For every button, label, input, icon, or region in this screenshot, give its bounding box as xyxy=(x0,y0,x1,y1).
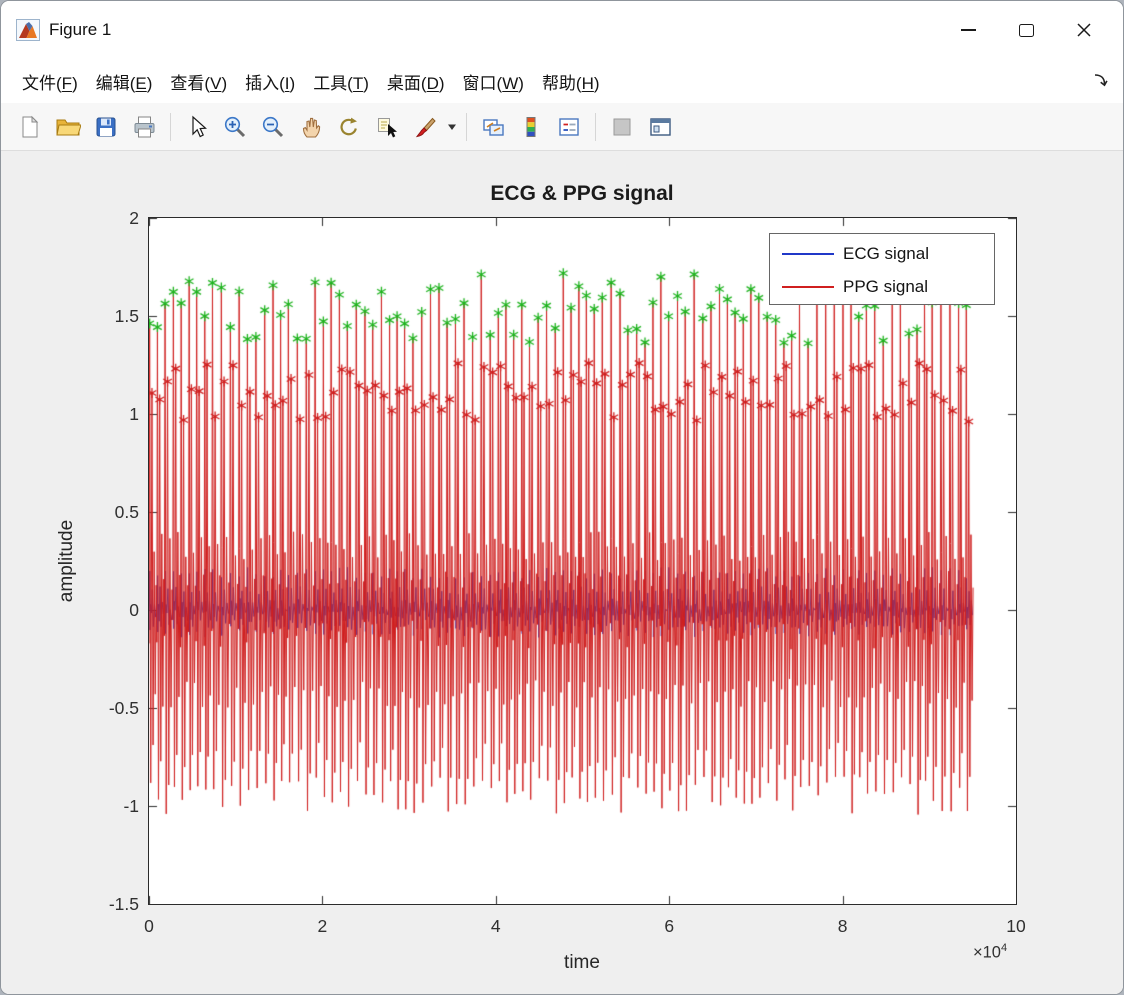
matlab-figure-icon xyxy=(15,18,41,42)
minimize-icon xyxy=(960,29,976,31)
zoom-out-icon xyxy=(262,116,284,137)
title-bar: Figure 1 xyxy=(1,1,1123,59)
menu-item-V[interactable]: 查看(V) xyxy=(170,73,228,93)
toolbar-separator xyxy=(466,112,467,141)
minimize-button[interactable] xyxy=(939,8,997,52)
legend-icon xyxy=(559,117,579,136)
y-tick-label: 0.5 xyxy=(114,502,139,522)
save-figure-button[interactable] xyxy=(87,107,125,147)
menu-item-E[interactable]: 编辑(E) xyxy=(95,73,153,93)
menu-item-F[interactable]: 文件(F) xyxy=(22,73,78,93)
legend-line-sample xyxy=(782,252,834,255)
x-axis-exponent: ×104 xyxy=(973,942,1008,962)
hand-icon xyxy=(302,117,321,138)
axes[interactable] xyxy=(148,217,1017,905)
maximize-button[interactable] xyxy=(997,8,1055,52)
link-plot-button[interactable] xyxy=(474,107,512,147)
open-folder-icon xyxy=(56,119,81,135)
plot-title: ECG & PPG signal xyxy=(490,182,674,205)
zoom-in-button[interactable] xyxy=(216,107,254,147)
cursor-arrow-icon xyxy=(192,115,207,137)
menu-item-W[interactable]: 窗口(W) xyxy=(462,73,524,93)
new-figure-button[interactable] xyxy=(11,107,49,147)
show-plot-tools-dock-button[interactable] xyxy=(641,107,679,147)
maximize-icon xyxy=(1018,23,1034,37)
zoom-in-icon xyxy=(224,116,246,137)
x-tick-label: 2 xyxy=(317,916,328,936)
legend-entry: ECG signal xyxy=(770,237,994,270)
menu-item-T[interactable]: 工具(T) xyxy=(313,73,369,93)
y-tick-label: -1 xyxy=(123,796,139,816)
menu-item-H[interactable]: 帮助(H) xyxy=(541,73,600,93)
show-plot-tools-icon xyxy=(649,117,671,136)
y-tick-label: -0.5 xyxy=(108,698,139,718)
save-icon xyxy=(96,117,116,136)
x-tick-label: 8 xyxy=(837,916,848,936)
y-tick-label: 0 xyxy=(129,600,139,620)
y-tick-label: -1.5 xyxy=(108,894,139,914)
print-figure-button[interactable] xyxy=(125,107,163,147)
link-plot-icon xyxy=(482,118,504,136)
menu-item-I[interactable]: 插入(I) xyxy=(245,73,296,93)
data-cursor-button[interactable] xyxy=(368,107,406,147)
legend-label: ECG signal xyxy=(843,243,929,263)
rotate-3d-button[interactable] xyxy=(330,107,368,147)
brush-data-button[interactable] xyxy=(406,107,444,147)
x-axis-label: time xyxy=(564,952,600,973)
y-tick-label: 1.5 xyxy=(114,306,139,326)
legend-line-sample xyxy=(782,285,834,288)
dock-arrow-icon[interactable] xyxy=(1092,71,1109,93)
y-axis-label: amplitude xyxy=(56,519,77,603)
hide-plot-tools-button[interactable] xyxy=(603,107,641,147)
printer-icon xyxy=(134,116,154,137)
brush-dropdown-button[interactable] xyxy=(444,107,459,147)
legend-entry: PPG signal xyxy=(770,270,994,303)
menu-item-D[interactable]: 桌面(D) xyxy=(386,73,445,93)
open-file-button[interactable] xyxy=(49,107,87,147)
insert-colorbar-button[interactable] xyxy=(512,107,550,147)
x-tick-label: 0 xyxy=(144,916,154,936)
legend-label: PPG signal xyxy=(843,276,929,296)
colorbar-icon xyxy=(526,116,536,137)
y-tick-label: 1 xyxy=(129,404,139,424)
figure-toolbar xyxy=(1,103,1123,151)
menu-items: 文件(F) 编辑(E) 查看(V) 插入(I) 工具(T) 桌面(D) 窗口(W) 帮助(H) xyxy=(1,63,609,100)
pan-button[interactable] xyxy=(292,107,330,147)
new-figure-icon xyxy=(22,115,39,137)
plot-legend[interactable]: ECG signal PPG signal xyxy=(769,233,995,305)
y-tick-label: 2 xyxy=(129,208,139,228)
x-tick-label: 6 xyxy=(664,916,675,936)
close-icon xyxy=(1077,23,1091,37)
toolbar-separator xyxy=(595,112,596,141)
window-title: Figure 1 xyxy=(49,20,112,39)
rotate-icon xyxy=(340,117,357,135)
dropdown-caret-icon xyxy=(447,124,456,130)
menu-bar: 文件(F) 编辑(E) 查看(V) 插入(I) 工具(T) 桌面(D) 窗口(W) 帮助(H) xyxy=(1,59,1123,104)
x-tick-label: 10 xyxy=(1006,916,1026,936)
zoom-out-button[interactable] xyxy=(254,107,292,147)
x-tick-label: 4 xyxy=(490,916,501,936)
hide-plot-tools-icon xyxy=(613,118,631,135)
edit-plot-button[interactable] xyxy=(178,107,216,147)
insert-legend-button[interactable] xyxy=(550,107,588,147)
data-cursor-icon xyxy=(378,117,397,137)
close-button[interactable] xyxy=(1055,8,1113,52)
toolbar-separator xyxy=(170,112,171,141)
brush-icon xyxy=(415,117,436,137)
plot-canvas[interactable] xyxy=(149,218,1016,904)
